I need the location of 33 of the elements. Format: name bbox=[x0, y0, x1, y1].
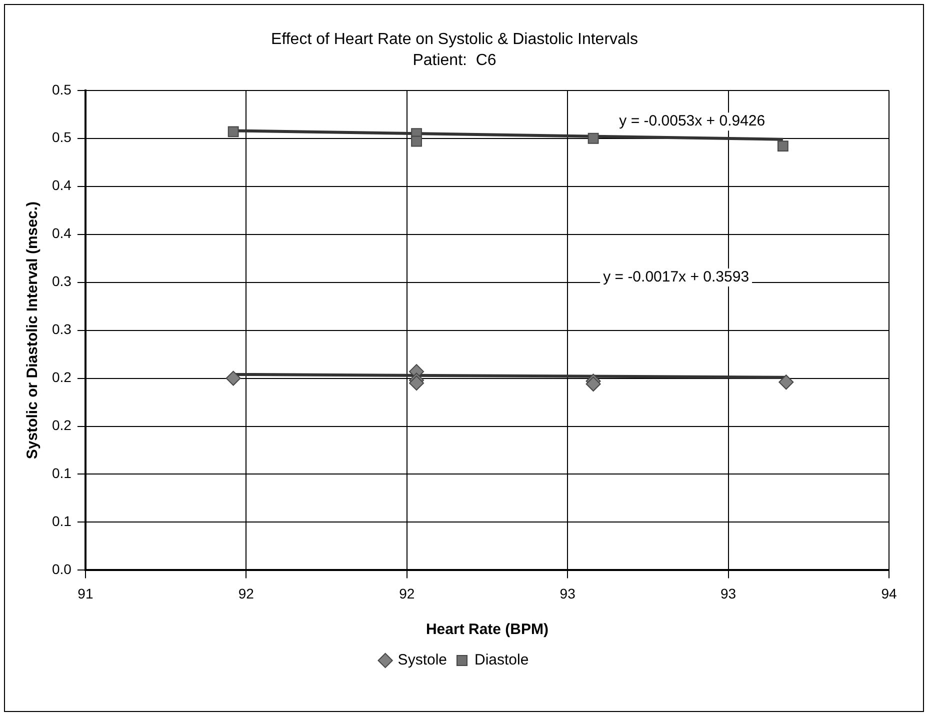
point bbox=[411, 136, 422, 147]
legend-label: Diastole bbox=[474, 652, 529, 669]
x-tick-label: 93 bbox=[720, 585, 736, 602]
y-tick-label: 0.1 bbox=[52, 513, 72, 530]
y-tick-label: 0.2 bbox=[52, 369, 72, 386]
y-tick-label: 0.5 bbox=[52, 81, 72, 98]
point bbox=[226, 370, 241, 386]
point bbox=[588, 132, 599, 144]
y-tick-label: 0.3 bbox=[52, 321, 72, 338]
y-tick-label: 0.1 bbox=[52, 465, 72, 482]
x-tick-label: 92 bbox=[238, 585, 254, 602]
annotation: y = -0.0017x + 0.3593 bbox=[603, 268, 750, 286]
x-axis-title: Heart Rate (BPM) bbox=[426, 621, 548, 638]
y-tick-label: 0.4 bbox=[52, 177, 72, 194]
y-tick-label: 0.0 bbox=[52, 561, 72, 578]
y-tick-label: 0.2 bbox=[52, 417, 72, 434]
point bbox=[586, 376, 601, 392]
y-tick-label: 0.4 bbox=[52, 225, 72, 242]
point bbox=[409, 376, 424, 391]
x-tick-label: 94 bbox=[881, 585, 897, 602]
chart-subtitle: Patient: C6 bbox=[412, 52, 496, 70]
x-tick-label: 93 bbox=[560, 585, 576, 602]
point bbox=[778, 374, 794, 390]
chart-title: Effect of Heart Rate on Systolic & Diastolic Intervals bbox=[271, 31, 638, 48]
x-tick-label: 91 bbox=[78, 585, 94, 602]
x-tick-label: 92 bbox=[399, 585, 415, 602]
legend-label: Systole bbox=[398, 652, 448, 669]
point bbox=[777, 140, 788, 152]
point bbox=[228, 126, 239, 138]
y-axis-title: Systolic or Diastolic Interval (msec.) bbox=[24, 202, 42, 460]
y-tick-label: 0.3 bbox=[52, 273, 72, 290]
annotation: y = -0.0053x + 0.9426 bbox=[619, 112, 766, 130]
y-tick-label: 0.5 bbox=[52, 129, 72, 146]
